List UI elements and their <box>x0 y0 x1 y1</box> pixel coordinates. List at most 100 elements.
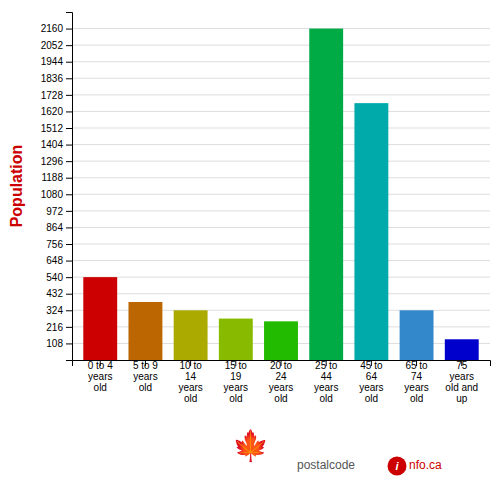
y-tick-mark <box>66 211 72 212</box>
grid-line <box>72 94 490 95</box>
x-tick: 65 to74yearsold <box>404 360 428 404</box>
x-tick: 10 to14yearsold <box>178 360 202 404</box>
grid <box>72 29 490 344</box>
grid-line <box>72 128 490 129</box>
y-tick-label: 1080 <box>41 189 64 200</box>
y-tick: 1296 <box>41 156 72 167</box>
y-tick-mark <box>66 310 72 311</box>
y-tick: 1404 <box>41 139 72 150</box>
y-tick: 108 <box>46 338 72 349</box>
watermark: 🍁postalcodeinfo.ca <box>232 428 443 476</box>
grid-line <box>72 78 490 79</box>
x-tick-label-line: old <box>139 382 152 393</box>
x-tick-label-line: 15 to <box>225 360 248 371</box>
y-tick: 1836 <box>41 73 72 84</box>
y-axis: 108 216 324 432 540 648 756 864 972 1080 1188 1296 1… <box>41 13 73 361</box>
bar <box>400 310 434 360</box>
y-tick-mark <box>66 244 72 245</box>
x-tick-label: 45 to64yearsold <box>359 360 383 404</box>
y-tick: 1080 <box>41 189 72 200</box>
y-tick-mark <box>66 161 72 162</box>
y-tick-label: 1188 <box>41 172 63 183</box>
x-tick-label-line: years <box>88 371 112 382</box>
x-tick: 15 to19yearsold <box>224 360 248 404</box>
x-tick-label: 5 to 9yearsold <box>133 360 158 393</box>
y-tick: 1620 <box>41 106 72 117</box>
y-tick-mark <box>66 62 72 63</box>
x-tick-label-line: 0 to 4 <box>88 360 113 371</box>
y-tick-label: 216 <box>46 322 63 333</box>
x-tick: 0 to 4yearsold <box>88 360 113 393</box>
y-tick-label: 756 <box>46 239 63 250</box>
y-tick-mark <box>66 294 72 295</box>
x-tick-label-line: old <box>320 393 333 404</box>
x-tick-label-line: old <box>365 393 378 404</box>
x-tick-label: 20 to24yearsold <box>269 360 293 404</box>
x-tick-label-line: 25 to <box>315 360 338 371</box>
y-tick-label: 864 <box>46 222 63 233</box>
x-tick-label-line: 24 <box>275 371 287 382</box>
y-tick-label: 540 <box>46 272 63 283</box>
x-tick-label-line: old <box>184 393 197 404</box>
y-tick: 540 <box>46 272 72 283</box>
grid-line <box>72 194 490 195</box>
y-tick: 1944 <box>41 56 72 67</box>
x-tick-label-line: years <box>224 382 248 393</box>
x-axis: 0 to 4yearsold5 to 9yearsold10 to14years… <box>73 360 491 404</box>
bar <box>445 339 479 360</box>
y-tick: 1728 <box>41 90 72 101</box>
x-tick: 5 to 9yearsold <box>133 360 158 393</box>
x-tick-label-line: 20 to <box>270 360 293 371</box>
info-circle <box>388 457 407 476</box>
x-tick-label-line: 75 <box>456 360 468 371</box>
y-tick: 324 <box>46 305 72 316</box>
y-tick: 2052 <box>41 40 72 51</box>
y-tick-label: 1836 <box>41 73 64 84</box>
x-tick: 25 to44yearsold <box>314 360 338 404</box>
x-tick-label-line: old <box>410 393 423 404</box>
y-axis-line <box>66 13 73 361</box>
grid-line <box>72 210 490 211</box>
bar <box>174 310 208 360</box>
x-tick-label-line: up <box>456 393 468 404</box>
bar <box>128 302 162 360</box>
grid-line <box>72 227 490 228</box>
y-tick-label: 432 <box>46 288 63 299</box>
x-tick-label-line: 19 <box>230 371 242 382</box>
y-tick-label: 1620 <box>41 106 64 117</box>
y-tick-mark <box>66 227 72 228</box>
bar <box>354 103 388 360</box>
y-tick-label: 1296 <box>41 156 64 167</box>
x-tick-label-line: 10 to <box>179 360 202 371</box>
grid-line <box>72 293 490 294</box>
grid-line <box>72 244 490 245</box>
y-tick: 1188 <box>41 172 72 183</box>
y-tick-label: 972 <box>46 206 63 217</box>
x-tick-label: 0 to 4yearsold <box>88 360 113 393</box>
x-tick-label: 10 to14yearsold <box>178 360 202 404</box>
y-tick: 864 <box>46 222 72 233</box>
y-tick-label: 108 <box>46 338 63 349</box>
x-tick-label-line: years <box>314 382 338 393</box>
x-tick: 45 to64yearsold <box>359 360 383 404</box>
x-tick-label-line: years <box>450 371 474 382</box>
x-tick-label-line: years <box>133 371 157 382</box>
y-tick-mark <box>66 111 72 112</box>
y-tick-mark <box>66 145 72 146</box>
grid-line <box>72 177 490 178</box>
y-tick: 216 <box>46 322 72 333</box>
y-tick-mark <box>66 128 72 129</box>
chart: 108 216 324 432 540 648 756 864 972 1080 1188 1296 1… <box>0 0 500 500</box>
x-tick-label-line: 5 to 9 <box>133 360 158 371</box>
y-tick-mark <box>66 194 72 195</box>
x-tick-label-line: old and <box>445 382 478 393</box>
y-tick: 2160 <box>41 23 72 34</box>
y-tick-mark <box>66 277 72 278</box>
grid-line <box>72 111 490 112</box>
x-tick-label: 65 to74yearsold <box>404 360 428 404</box>
x-tick-label: 15 to19yearsold <box>224 360 248 404</box>
grid-line <box>72 144 490 145</box>
x-tick-label: 25 to44yearsold <box>314 360 338 404</box>
y-tick-label: 648 <box>46 255 63 266</box>
y-tick-label: 1404 <box>41 139 64 150</box>
